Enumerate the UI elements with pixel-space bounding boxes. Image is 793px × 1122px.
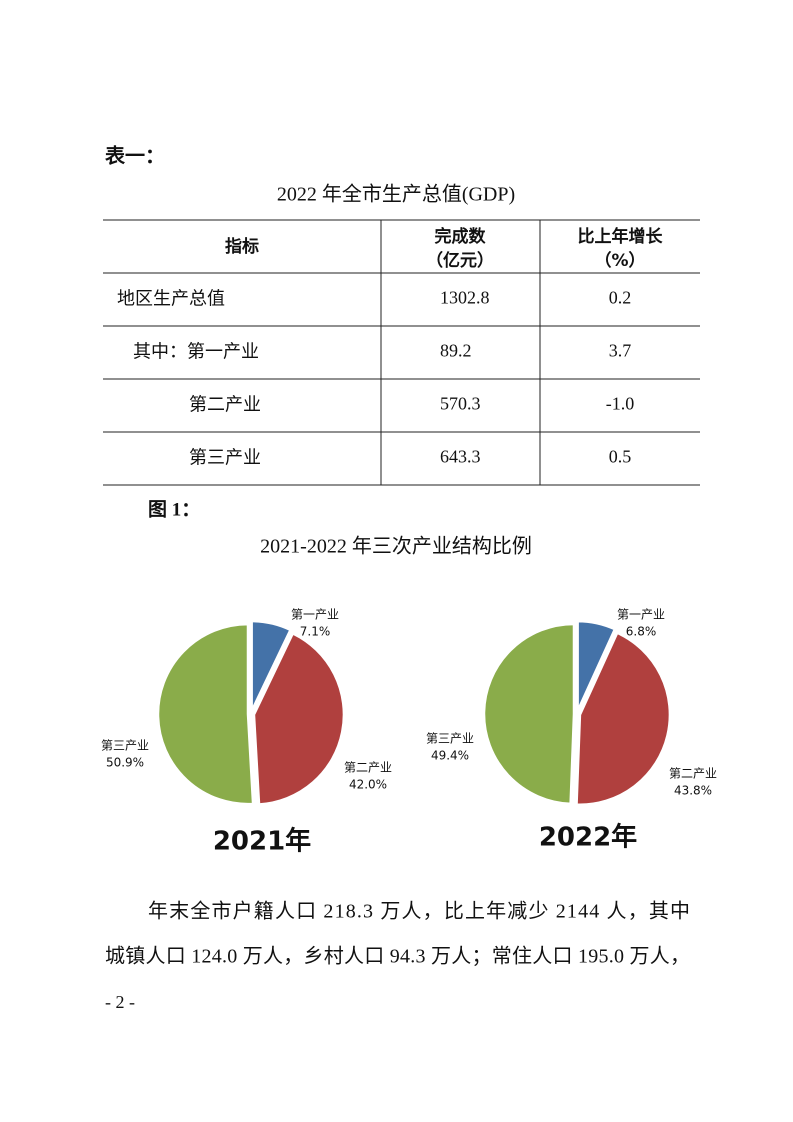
slice-label: 43.8% (674, 784, 712, 798)
table-cell: 570.3 (440, 394, 481, 414)
header-cell: 比上年增长 (578, 226, 664, 247)
header-cell: （亿元） (426, 250, 494, 271)
table-cell: 89.2 (440, 341, 472, 361)
table-cell: 第三产业 (189, 448, 261, 469)
slice-label: 6.8% (626, 625, 657, 639)
slice-category: 第二产业 (669, 767, 717, 781)
slice-label: 49.4% (431, 749, 469, 763)
table-cell: 0.5 (609, 447, 632, 467)
slice-label: 42.0% (349, 778, 387, 792)
table-cell: 3.7 (609, 341, 632, 361)
pie-title: 2021年 (213, 826, 311, 857)
header-cell: （%） (594, 250, 645, 271)
table-cell: 其中：第一产业 (133, 342, 259, 363)
pie-slice (482, 622, 576, 806)
pie-slice (156, 622, 255, 806)
header-cell: 指标 (225, 236, 259, 257)
pie-slice (575, 631, 672, 806)
paragraph-line: 年末全市户籍人口 218.3 万人，比上年减少 2144 人，其中 (148, 900, 690, 923)
page-number: - 2 - (105, 992, 135, 1012)
slice-category: 第一产业 (291, 608, 339, 622)
table-cell: 第二产业 (189, 395, 261, 416)
table-cell: 1302.8 (440, 288, 490, 308)
table-cell: 地区生产总值 (117, 289, 225, 310)
slice-label: 50.9% (106, 756, 144, 770)
header-cell: 完成数 (435, 226, 487, 247)
pie-slice (252, 631, 346, 806)
table-label: 表一： (105, 144, 165, 168)
slice-category: 第三产业 (426, 732, 474, 746)
slice-category: 第二产业 (344, 761, 392, 775)
pie-title: 2022年 (539, 822, 637, 853)
slice-label: 7.1% (300, 625, 331, 639)
table-cell: 643.3 (440, 447, 481, 467)
table-title: 2022 年全市生产总值(GDP) (277, 183, 515, 206)
table-cell: 0.2 (609, 288, 632, 308)
slice-category: 第三产业 (101, 739, 149, 753)
paragraph-line: 城镇人口 124.0 万人，乡村人口 94.3 万人；常住人口 195.0 万人… (105, 945, 690, 968)
slice-category: 第一产业 (617, 608, 665, 622)
pie-slice (576, 619, 617, 712)
table-cell: -1.0 (606, 394, 635, 414)
figure-label: 图 1： (148, 498, 200, 520)
table (103, 219, 700, 485)
figure-title: 2021-2022 年三次产业结构比例 (260, 535, 532, 558)
pie-slice (250, 619, 293, 712)
